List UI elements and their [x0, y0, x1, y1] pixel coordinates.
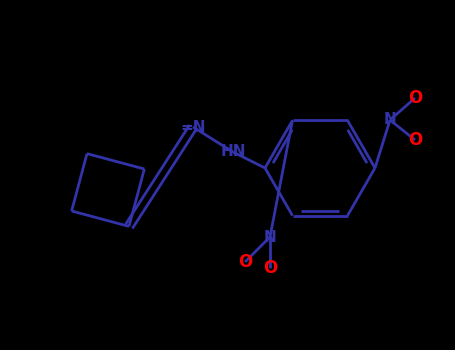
Text: N: N [384, 112, 396, 127]
Text: =N: =N [180, 119, 206, 134]
Text: O: O [408, 131, 422, 149]
Text: O: O [238, 253, 252, 271]
Text: HN: HN [220, 145, 246, 160]
Text: O: O [408, 89, 422, 107]
Text: O: O [263, 259, 277, 277]
Text: N: N [263, 230, 276, 245]
